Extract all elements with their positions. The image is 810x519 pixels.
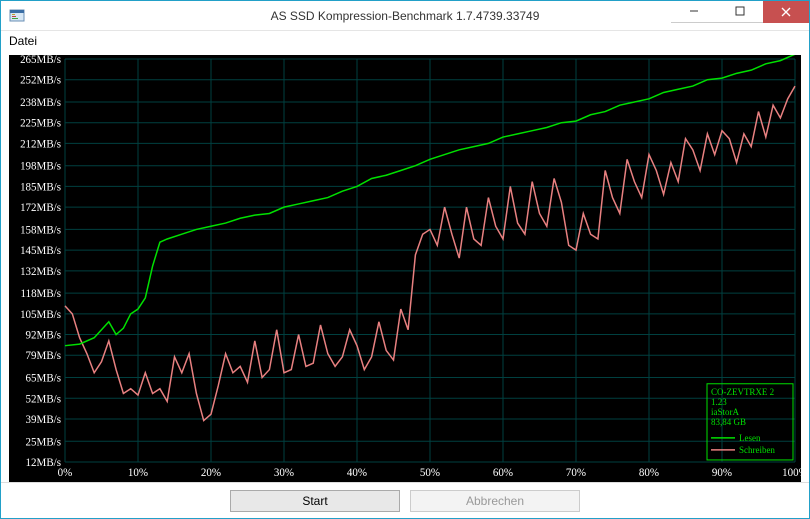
svg-text:60%: 60%	[493, 467, 513, 479]
svg-text:Schreiben: Schreiben	[739, 445, 775, 455]
svg-text:132MB/s: 132MB/s	[20, 266, 61, 278]
footer-bar: Start Abbrechen	[1, 482, 809, 518]
svg-text:65MB/s: 65MB/s	[26, 373, 61, 385]
svg-text:20%: 20%	[201, 467, 221, 479]
svg-text:185MB/s: 185MB/s	[20, 181, 61, 193]
svg-text:198MB/s: 198MB/s	[20, 161, 61, 173]
svg-text:265MB/s: 265MB/s	[20, 55, 61, 66]
svg-text:238MB/s: 238MB/s	[20, 97, 61, 109]
menu-bar: Datei	[1, 31, 809, 51]
title-bar: AS SSD Kompression-Benchmark 1.7.4739.33…	[1, 1, 809, 31]
svg-text:iaStorA: iaStorA	[711, 407, 739, 417]
svg-text:40%: 40%	[347, 467, 367, 479]
svg-text:252MB/s: 252MB/s	[20, 75, 61, 87]
svg-text:80%: 80%	[639, 467, 659, 479]
benchmark-chart: 12MB/s 25MB/s 39MB/s 52MB/s 65MB/s 79MB/s 92MB…	[9, 55, 801, 482]
minimize-button[interactable]	[671, 1, 717, 23]
svg-text:25MB/s: 25MB/s	[26, 436, 61, 448]
svg-text:79MB/s: 79MB/s	[26, 350, 61, 362]
window-controls	[671, 1, 809, 23]
svg-text:92MB/s: 92MB/s	[26, 330, 61, 342]
svg-text:158MB/s: 158MB/s	[20, 224, 61, 236]
svg-text:0%: 0%	[58, 467, 73, 479]
svg-text:100%: 100%	[782, 467, 801, 479]
cancel-button: Abbrechen	[410, 490, 580, 512]
svg-text:30%: 30%	[274, 467, 294, 479]
svg-text:52MB/s: 52MB/s	[26, 393, 61, 405]
maximize-button[interactable]	[717, 1, 763, 23]
svg-text:39MB/s: 39MB/s	[26, 414, 61, 426]
svg-text:83,84 GB: 83,84 GB	[711, 417, 746, 427]
svg-text:225MB/s: 225MB/s	[20, 118, 61, 130]
svg-text:90%: 90%	[712, 467, 732, 479]
svg-text:172MB/s: 172MB/s	[20, 202, 61, 214]
app-window: AS SSD Kompression-Benchmark 1.7.4739.33…	[0, 0, 810, 519]
svg-text:145MB/s: 145MB/s	[20, 245, 61, 257]
app-icon	[9, 8, 25, 24]
menu-file[interactable]: Datei	[9, 34, 37, 48]
svg-text:CO-ZEVTRXE 2: CO-ZEVTRXE 2	[711, 387, 774, 397]
svg-text:12MB/s: 12MB/s	[26, 457, 61, 469]
svg-text:212MB/s: 212MB/s	[20, 138, 61, 150]
close-button[interactable]	[763, 1, 809, 23]
svg-text:50%: 50%	[420, 467, 440, 479]
svg-text:70%: 70%	[566, 467, 586, 479]
svg-text:105MB/s: 105MB/s	[20, 309, 61, 321]
svg-text:1.23: 1.23	[711, 397, 727, 407]
chart-area: 12MB/s 25MB/s 39MB/s 52MB/s 65MB/s 79MB/s 92MB…	[1, 51, 809, 482]
start-button[interactable]: Start	[230, 490, 400, 512]
svg-text:10%: 10%	[128, 467, 148, 479]
svg-text:118MB/s: 118MB/s	[21, 288, 61, 300]
svg-text:Lesen: Lesen	[739, 433, 761, 443]
